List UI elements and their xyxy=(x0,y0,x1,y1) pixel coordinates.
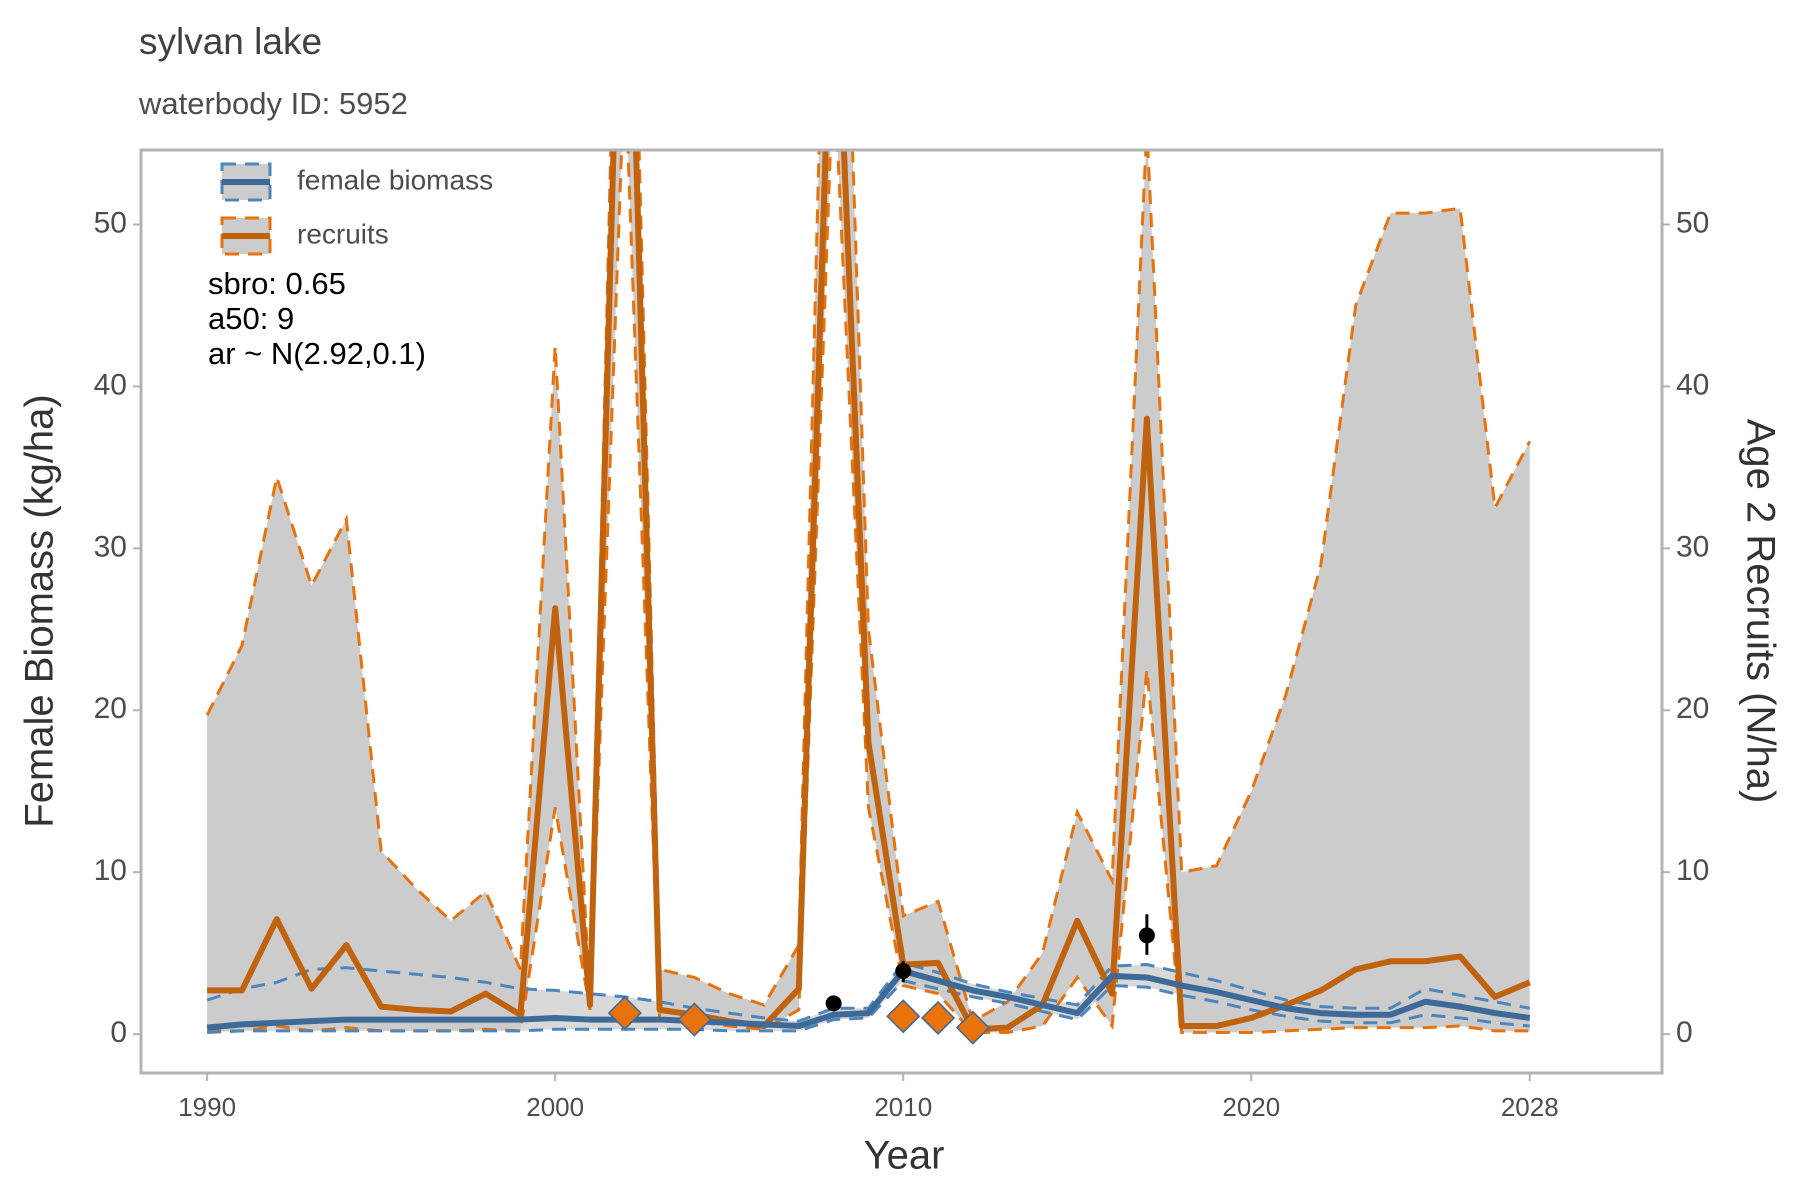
annotation: sbro: 0.65 xyxy=(208,266,346,301)
y2-axis-title: Age 2 Recruits (N/ha) xyxy=(1738,419,1782,804)
y-tick-label: 0 xyxy=(110,1016,127,1049)
band-edge xyxy=(205,150,1532,1024)
legend-label: female biomass xyxy=(297,164,493,195)
plot-border xyxy=(139,148,1664,1075)
observed-diamond xyxy=(677,1002,712,1037)
x-tick-label: 1990 xyxy=(178,1092,236,1122)
plot-area xyxy=(205,150,1532,1045)
band-edge xyxy=(206,961,1531,1023)
observed-point xyxy=(895,962,912,979)
observed-diamond xyxy=(886,999,921,1034)
y2-tick-label: 10 xyxy=(1676,854,1709,887)
x-tick-label: 2028 xyxy=(1501,1092,1559,1122)
legend-label: recruits xyxy=(297,218,389,249)
observed-point xyxy=(1138,927,1155,944)
series-line xyxy=(207,150,1531,1033)
y-tick-label: 20 xyxy=(94,692,127,725)
y2-tick-label: 40 xyxy=(1676,368,1709,401)
y-tick-label: 40 xyxy=(94,368,127,401)
band-edge xyxy=(207,150,1530,1035)
chart-subtitle: waterbody ID: 5952 xyxy=(138,86,408,121)
y-tick-label: 50 xyxy=(94,206,127,239)
series-line xyxy=(206,967,1531,1031)
x-axis-title: Year xyxy=(864,1134,945,1178)
x-tick-label: 2020 xyxy=(1222,1092,1280,1122)
observed-diamond xyxy=(607,996,642,1031)
y2-tick-label: 30 xyxy=(1676,530,1709,563)
y-axis-title: Female Biomass (kg/ha) xyxy=(18,394,62,827)
annotation: ar ~ N(2.92,0.1) xyxy=(208,336,426,371)
observed-point xyxy=(825,995,842,1012)
band-edge xyxy=(207,979,1530,1035)
y2-tick-label: 50 xyxy=(1676,206,1709,239)
observed-diamond xyxy=(955,1010,990,1045)
annotation: a50: 9 xyxy=(208,301,294,336)
x-tick-label: 2000 xyxy=(526,1092,584,1122)
observed-diamond xyxy=(920,1000,956,1036)
chart-title: sylvan lake xyxy=(139,21,322,62)
y2-tick-label: 0 xyxy=(1676,1016,1693,1049)
band-fill xyxy=(207,962,1530,1033)
y-tick-label: 10 xyxy=(94,854,127,887)
x-tick-label: 2010 xyxy=(874,1092,932,1122)
y-tick-label: 30 xyxy=(94,530,127,563)
y2-tick-label: 20 xyxy=(1676,692,1709,725)
